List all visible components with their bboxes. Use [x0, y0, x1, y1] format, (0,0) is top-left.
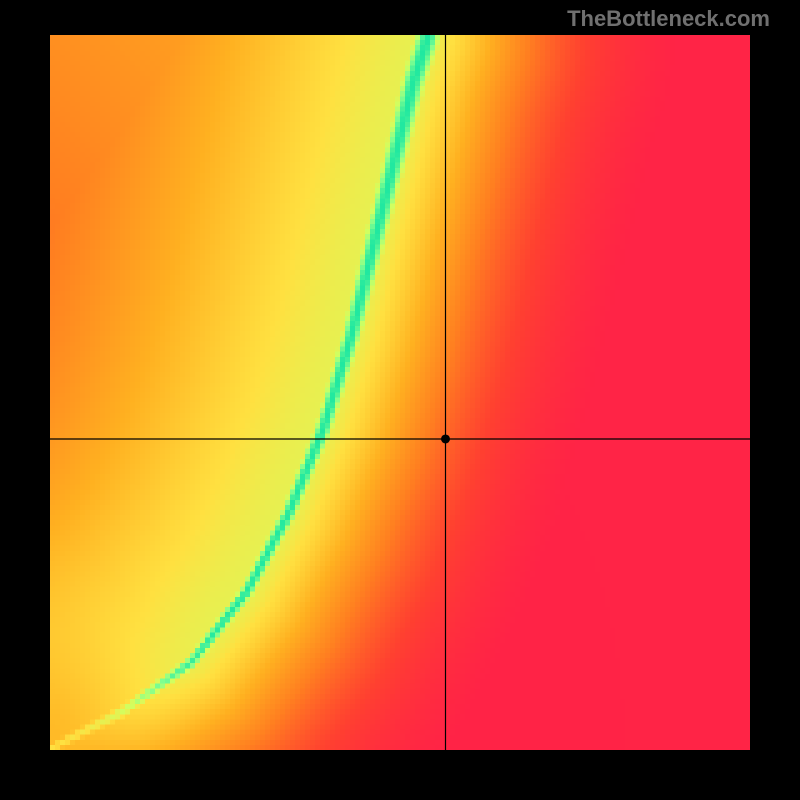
watermark-text: TheBottleneck.com: [567, 6, 770, 32]
heatmap-canvas: [50, 35, 750, 750]
chart-container: TheBottleneck.com: [0, 0, 800, 800]
